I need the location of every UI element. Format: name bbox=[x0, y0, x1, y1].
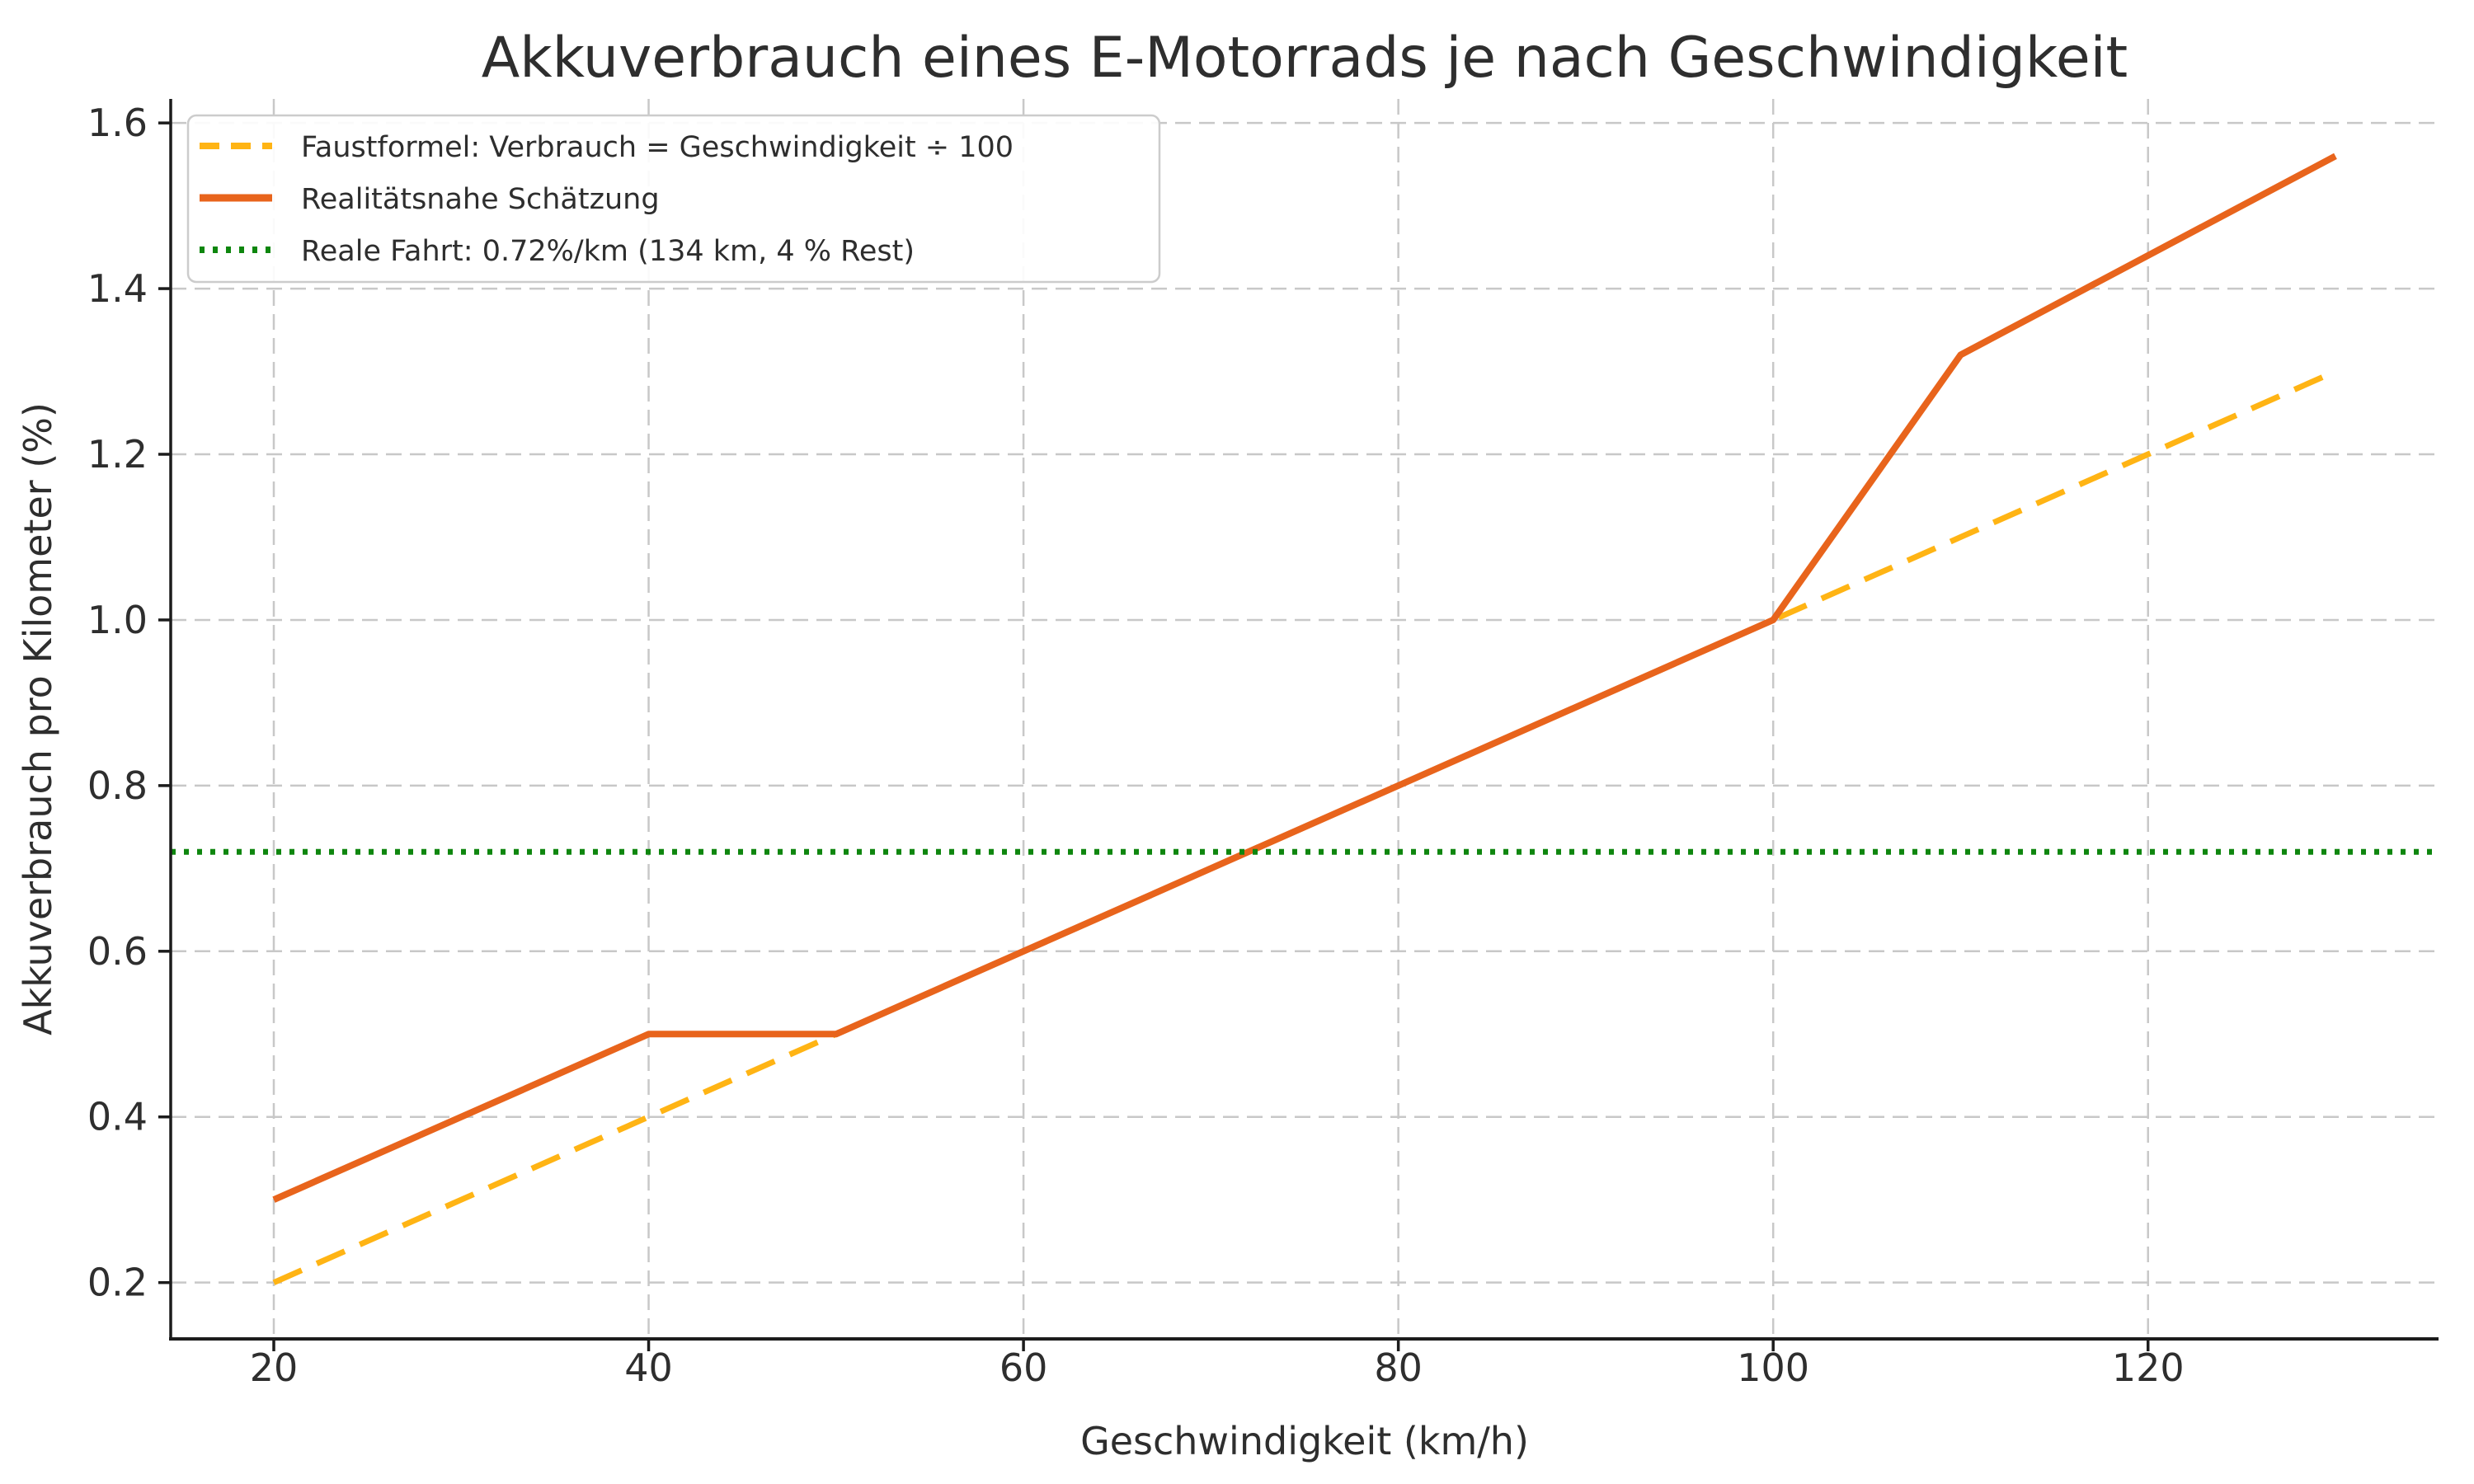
x-tick-label: 60 bbox=[999, 1345, 1048, 1390]
y-tick-label: 1.6 bbox=[87, 101, 148, 145]
legend-box bbox=[186, 114, 1161, 284]
legend: Faustformel: Verbrauch = Geschwindigkeit… bbox=[186, 114, 1161, 284]
y-axis-label: Akkuverbrauch pro Kilometer (%) bbox=[16, 402, 60, 1036]
data-series bbox=[171, 153, 2439, 1285]
legend-label: Faustformel: Verbrauch = Geschwindigkeit… bbox=[301, 131, 1014, 164]
chart-title: Akkuverbrauch eines E-Motorrads je nach … bbox=[482, 26, 2128, 91]
y-tick-label: 0.8 bbox=[87, 763, 148, 808]
x-tick-label: 120 bbox=[2112, 1345, 2185, 1390]
legend-label: Reale Fahrt: 0.72%/km (134 km, 4 % Rest) bbox=[301, 235, 915, 268]
y-tick-label: 1.4 bbox=[87, 266, 148, 311]
tick-labels: 20 40 60 80 100 120 0.2 0.4 0.6 0.8 1.0 1.2 1.4 1.6 bbox=[87, 101, 2185, 1390]
legend-item: Faustformel: Verbrauch = Geschwindigkeit… bbox=[200, 131, 1014, 164]
series-line-solid bbox=[272, 153, 2337, 1203]
legend-item: Reale Fahrt: 0.72%/km (134 km, 4 % Rest) bbox=[200, 235, 915, 268]
x-axis-label: Geschwindigkeit (km/h) bbox=[1080, 1419, 1529, 1463]
y-tick-label: 1.0 bbox=[87, 598, 148, 642]
legend-label: Realitätsnahe Schätzung bbox=[301, 183, 660, 216]
gridlines bbox=[171, 99, 2439, 1339]
y-tick-label: 1.2 bbox=[87, 432, 148, 477]
y-tick-label: 0.4 bbox=[87, 1095, 148, 1139]
x-tick-label: 100 bbox=[1737, 1345, 1809, 1390]
x-tick-label: 40 bbox=[624, 1345, 673, 1390]
y-tick-label: 0.6 bbox=[87, 929, 148, 974]
legend-item: Realitätsnahe Schätzung bbox=[200, 183, 660, 216]
axes-spines bbox=[158, 99, 2439, 1351]
x-tick-label: 20 bbox=[250, 1345, 299, 1390]
x-tick-label: 80 bbox=[1374, 1345, 1423, 1390]
y-tick-label: 0.2 bbox=[87, 1261, 148, 1305]
